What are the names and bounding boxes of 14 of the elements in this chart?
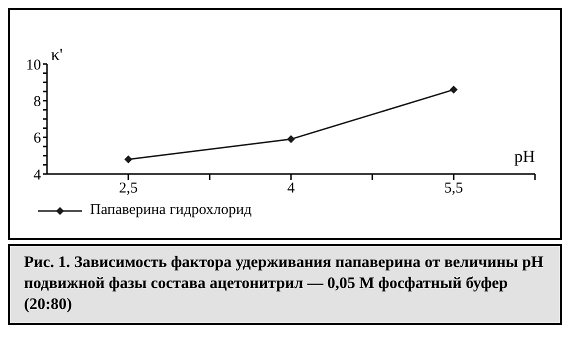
x-axis-title: pH [514,147,535,166]
x-tick-label: 4 [287,180,296,197]
y-tick-label: 4 [34,167,42,184]
x-tick-label: 5,5 [444,180,464,197]
y-tick-label: 8 [34,94,41,110]
text: Рис. 1. Зависимость фактора удерживания папаверина от величины pH подвижной фазы состава ацетонитрил — 0,05 М фосфатный буфер (20:80) [8,244,562,325]
point [124,155,132,164]
point [287,135,295,144]
legend-label: Папаверина гидрохлорид [90,202,252,219]
point [450,86,458,94]
y-tick-label: 10 [26,57,41,74]
x-tick-label: 2,5 [118,180,138,197]
y-tick-label: 6 [34,130,42,147]
y-axis-title: κ' [51,45,63,64]
